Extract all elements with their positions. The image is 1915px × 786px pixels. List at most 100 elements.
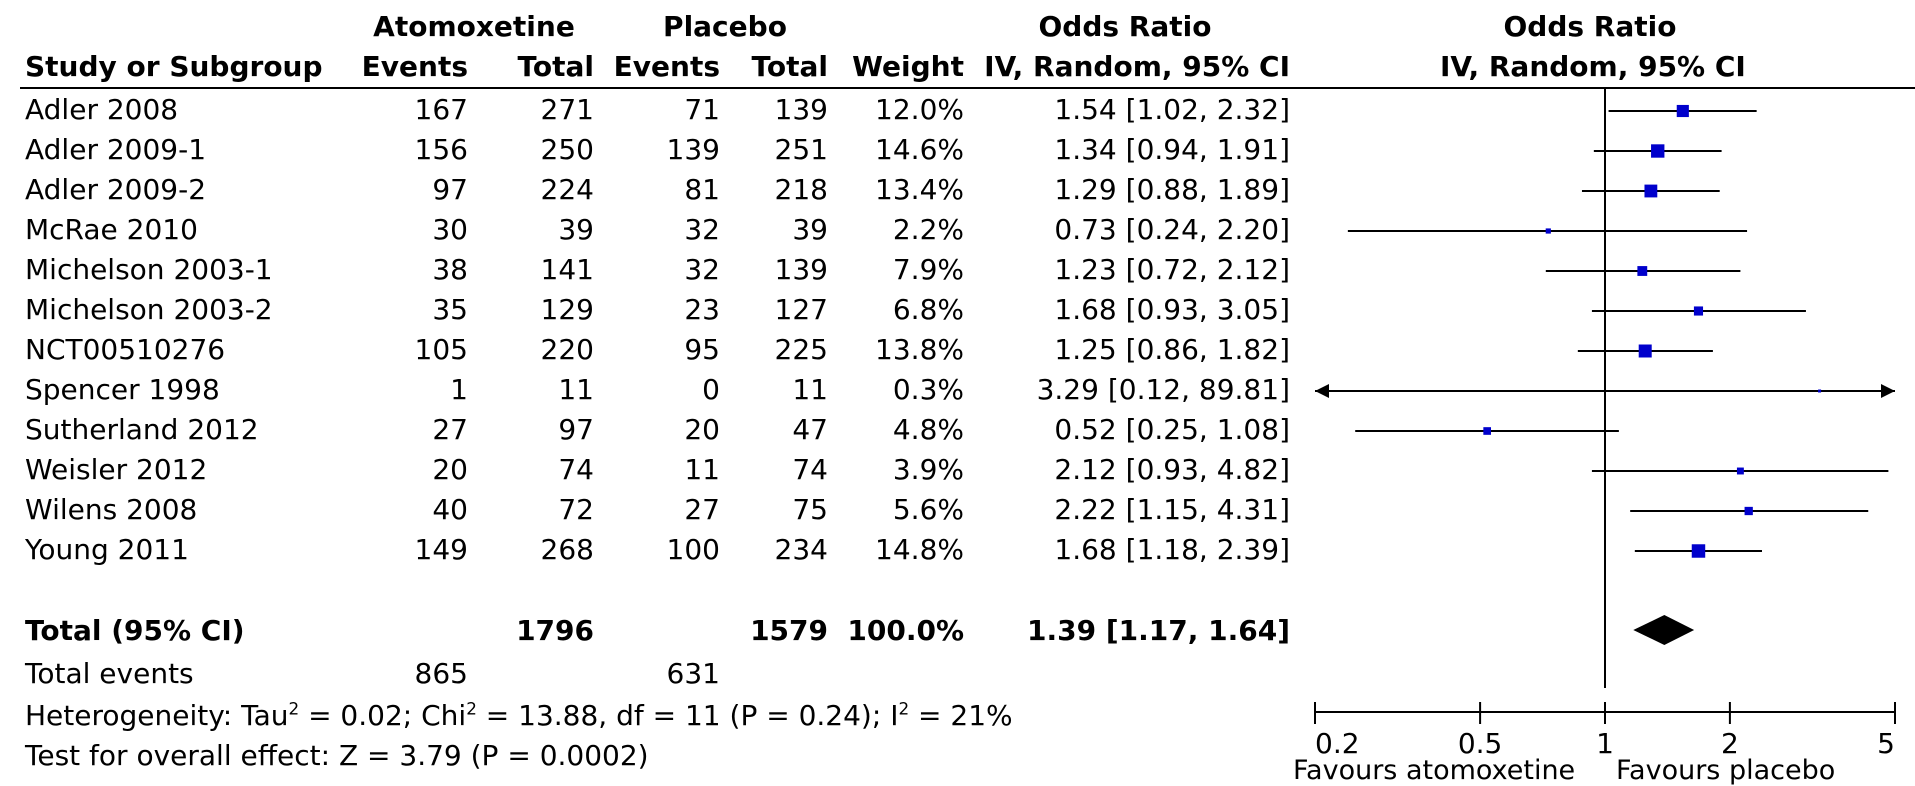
favours-right-label: Favours placebo	[1616, 755, 1836, 786]
point-marker	[1691, 544, 1706, 558]
row-total2: 74	[792, 453, 828, 486]
ci-arrow-left	[1315, 384, 1329, 398]
row-events2: 32	[684, 253, 720, 286]
row-study-name: Weisler 2012	[25, 453, 208, 486]
row-study-name: Sutherland 2012	[25, 413, 259, 446]
row-weight: 4.8%	[892, 413, 964, 446]
total-ci: 1.39 [1.17, 1.64]	[1027, 614, 1290, 647]
row-ci: 1.54 [1.02, 2.32]	[1054, 93, 1290, 126]
row-study-name: Adler 2008	[25, 93, 179, 126]
favours-left-label: Favours atomoxetine	[1293, 755, 1576, 786]
row-study-name: Michelson 2003-1	[25, 253, 273, 286]
point-marker	[1651, 144, 1665, 158]
row-total1: 72	[558, 493, 594, 526]
heterogeneity-text: Heterogeneity: Tau2 = 0.02; Chi2 = 13.88…	[25, 698, 1013, 732]
row-total1: 11	[558, 373, 594, 406]
row-weight: 13.4%	[875, 173, 964, 206]
row-events2: 11	[684, 453, 720, 486]
row-weight: 14.6%	[875, 133, 964, 166]
row-events2: 23	[684, 293, 720, 326]
point-marker	[1818, 389, 1822, 393]
point-marker	[1736, 467, 1744, 475]
row-total2: 139	[774, 93, 828, 126]
row-weight: 14.8%	[875, 533, 964, 566]
col-events2-header: Events	[613, 50, 720, 83]
het-sup1: 2	[288, 698, 300, 719]
row-total2: 39	[792, 213, 828, 246]
x-tick-label: 5	[1877, 727, 1895, 760]
row-events2: 27	[684, 493, 720, 526]
row-events2: 81	[684, 173, 720, 206]
row-total1: 141	[540, 253, 594, 286]
x-tick-label: 0.5	[1458, 727, 1503, 760]
total-total1: 1796	[516, 614, 594, 647]
het-sup3: 2	[898, 698, 910, 719]
row-weight: 0.3%	[892, 373, 964, 406]
row-weight: 7.9%	[892, 253, 964, 286]
row-events1: 27	[432, 413, 468, 446]
row-ci: 2.12 [0.93, 4.82]	[1054, 453, 1290, 486]
group1-header: Atomoxetine	[373, 10, 575, 43]
total-total2: 1579	[750, 614, 828, 647]
row-ci: 0.73 [0.24, 2.20]	[1054, 213, 1290, 246]
row-study-name: Adler 2009-1	[25, 133, 207, 166]
overall-effect-text: Test for overall effect: Z = 3.79 (P = 0…	[25, 739, 649, 772]
total-label: Total (95% CI)	[25, 614, 245, 647]
row-ci: 1.23 [0.72, 2.12]	[1054, 253, 1290, 286]
group2-header: Placebo	[663, 10, 787, 43]
row-events1: 38	[432, 253, 468, 286]
row-total2: 218	[774, 173, 828, 206]
row-weight: 3.9%	[892, 453, 964, 486]
row-events2: 71	[684, 93, 720, 126]
row-events2: 139	[666, 133, 720, 166]
total-weight: 100.0%	[847, 614, 964, 647]
row-events2: 20	[684, 413, 720, 446]
row-weight: 2.2%	[892, 213, 964, 246]
odds-ratio-plot-header: Odds Ratio	[1503, 10, 1677, 43]
col-ci-header: IV, Random, 95% CI	[984, 50, 1290, 83]
row-total1: 271	[540, 93, 594, 126]
row-study-name: McRae 2010	[25, 213, 198, 246]
row-study-name: NCT00510276	[25, 333, 226, 366]
plot-ci-header: IV, Random, 95% CI	[1440, 50, 1746, 83]
row-study-name: Adler 2009-2	[25, 173, 207, 206]
row-total1: 250	[540, 133, 594, 166]
row-events1: 30	[432, 213, 468, 246]
row-events2: 100	[666, 533, 720, 566]
point-marker	[1644, 184, 1658, 198]
row-total1: 220	[540, 333, 594, 366]
row-study-name: Wilens 2008	[25, 493, 198, 526]
x-tick-label: 0.2	[1315, 727, 1360, 760]
row-ci: 1.25 [0.86, 1.82]	[1054, 333, 1290, 366]
row-events1: 167	[414, 93, 468, 126]
row-weight: 12.0%	[875, 93, 964, 126]
col-total2-header: Total	[751, 50, 829, 83]
total-events1: 865	[414, 657, 468, 690]
col-events1-header: Events	[361, 50, 468, 83]
row-events2: 0	[702, 373, 720, 406]
het-sup2: 2	[466, 698, 477, 719]
point-marker	[1676, 104, 1689, 118]
het-part1: Heterogeneity: Tau	[25, 699, 289, 732]
row-total1: 268	[540, 533, 594, 566]
row-total1: 224	[540, 173, 594, 206]
row-events2: 32	[684, 213, 720, 246]
row-events1: 156	[414, 133, 468, 166]
row-events1: 149	[414, 533, 468, 566]
x-tick-label: 2	[1721, 727, 1739, 760]
het-part7: = 21%	[909, 699, 1013, 732]
x-tick-label: 1	[1596, 727, 1614, 760]
row-total1: 74	[558, 453, 594, 486]
row-ci: 3.29 [0.12, 89.81]	[1036, 373, 1290, 406]
row-study-name: Spencer 1998	[25, 373, 220, 406]
row-total2: 225	[774, 333, 828, 366]
point-marker	[1637, 266, 1648, 276]
row-total1: 39	[558, 213, 594, 246]
point-marker	[1744, 506, 1753, 516]
point-marker	[1545, 228, 1551, 234]
row-study-name: Young 2011	[25, 533, 189, 566]
row-total2: 139	[774, 253, 828, 286]
row-events1: 105	[414, 333, 468, 366]
total-events2: 631	[666, 657, 720, 690]
